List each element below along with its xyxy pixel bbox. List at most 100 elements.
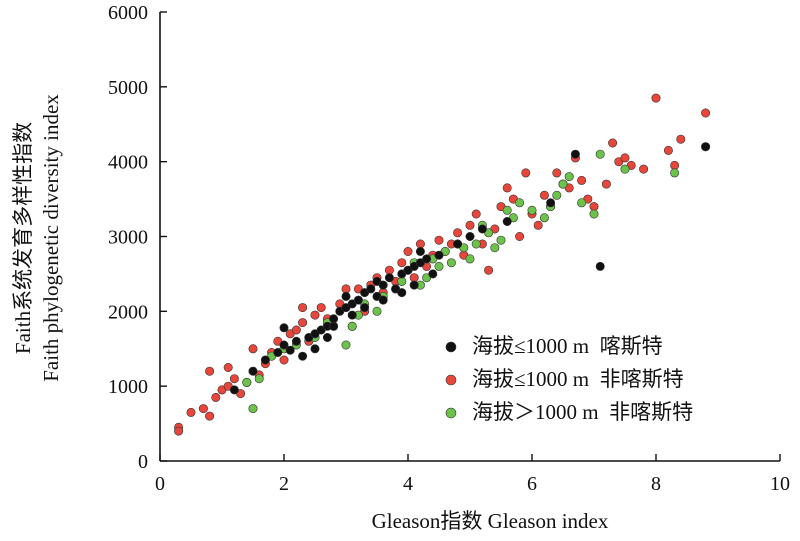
- data-point: [372, 306, 382, 316]
- data-point: [310, 310, 320, 320]
- data-point: [260, 355, 270, 365]
- data-point: [595, 149, 605, 159]
- data-point: [620, 153, 630, 163]
- data-point: [564, 172, 574, 182]
- data-point: [496, 235, 506, 245]
- legend-entry: 海拔≤1000 m 喀斯特: [472, 334, 663, 358]
- legend-entry: 海拔＞1000 m 非喀斯特: [472, 400, 693, 424]
- data-point: [329, 314, 339, 324]
- data-point: [211, 392, 221, 402]
- data-point: [366, 284, 376, 294]
- data-point: [465, 254, 475, 264]
- data-point: [502, 217, 512, 227]
- data-point: [409, 280, 419, 290]
- y-axis-title: Faith系统发育多样性指数 Faith phylogenetic divers…: [11, 94, 63, 382]
- data-point: [515, 232, 525, 242]
- data-point: [316, 303, 326, 313]
- data-point: [434, 235, 444, 245]
- data-point: [676, 134, 686, 144]
- data-point: [384, 265, 394, 275]
- data-point: [229, 385, 239, 395]
- y-tick-label: 3000: [108, 227, 148, 249]
- data-point: [205, 366, 215, 376]
- data-point: [608, 138, 618, 148]
- data-point: [465, 220, 475, 230]
- y-axis-title-line2: Faith phylogenetic diversity index: [39, 94, 63, 382]
- data-point: [291, 325, 301, 335]
- legend-marker: [445, 374, 457, 386]
- data-point: [329, 321, 339, 331]
- data-point: [701, 142, 711, 152]
- data-point: [521, 168, 531, 178]
- data-point: [490, 243, 500, 253]
- data-point: [353, 295, 363, 305]
- data-point: [570, 149, 580, 159]
- data-point: [223, 362, 233, 372]
- data-point: [205, 411, 215, 421]
- data-point: [453, 239, 463, 249]
- x-tick-label: 4: [403, 473, 413, 495]
- data-point: [341, 284, 351, 294]
- data-point: [248, 366, 258, 376]
- data-point: [465, 232, 475, 242]
- data-point: [471, 209, 481, 219]
- legend-entry: 海拔≤1000 m 非喀斯特: [472, 367, 684, 391]
- data-point: [484, 265, 494, 275]
- data-point: [601, 179, 611, 189]
- data-point: [254, 374, 264, 384]
- data-point: [446, 258, 456, 268]
- data-point: [558, 179, 568, 189]
- data-point: [701, 108, 711, 118]
- data-point: [589, 209, 599, 219]
- data-point: [378, 280, 388, 290]
- data-point: [539, 190, 549, 200]
- data-point: [360, 303, 370, 313]
- data-point: [298, 303, 308, 313]
- data-point: [428, 269, 438, 279]
- data-point: [298, 351, 308, 361]
- data-point: [502, 183, 512, 193]
- data-point: [552, 190, 562, 200]
- data-point: [310, 344, 320, 354]
- data-point: [415, 247, 425, 257]
- data-point: [285, 345, 295, 355]
- y-axis-title-line1: Faith系统发育多样性指数: [11, 122, 35, 354]
- data-point: [347, 321, 357, 331]
- legend-marker: [445, 341, 457, 353]
- data-point: [397, 258, 407, 268]
- x-tick-label: 0: [155, 473, 165, 495]
- data-point: [298, 318, 308, 328]
- data-point: [291, 336, 301, 346]
- y-tick-label: 2000: [108, 301, 148, 323]
- data-point: [279, 340, 289, 350]
- data-point: [174, 426, 184, 436]
- data-point: [533, 220, 543, 230]
- data-point: [577, 198, 587, 208]
- data-point: [322, 332, 332, 342]
- y-tick-label: 6000: [108, 2, 148, 24]
- data-point: [434, 250, 444, 260]
- legend-marker: [445, 407, 457, 419]
- y-tick-label: 0: [138, 451, 148, 473]
- data-point: [415, 239, 425, 249]
- data-point: [341, 291, 351, 301]
- y-tick-label: 1000: [108, 376, 148, 398]
- data-point: [471, 239, 481, 249]
- data-point: [595, 261, 605, 271]
- y-tick-label: 4000: [108, 152, 148, 174]
- y-tick-label: 5000: [108, 77, 148, 99]
- x-tick-label: 6: [527, 473, 537, 495]
- data-point: [198, 404, 208, 414]
- tick-marks: 0 2 4 6 8 10 0 1000 2000 3000 4000 5000 6000: [108, 2, 790, 495]
- data-point: [378, 295, 388, 305]
- data-point: [422, 254, 432, 264]
- data-point: [279, 323, 289, 333]
- data-point: [403, 247, 413, 257]
- data-point: [515, 198, 525, 208]
- data-point: [453, 228, 463, 238]
- x-tick-label: 10: [770, 473, 790, 495]
- data-point: [477, 224, 487, 234]
- data-point: [502, 205, 512, 215]
